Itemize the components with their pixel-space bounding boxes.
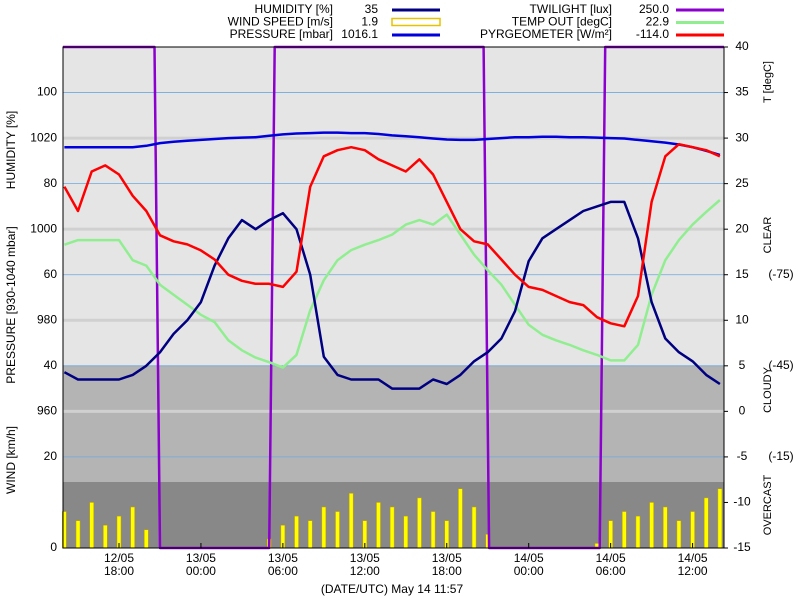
y2-tick-label: 25 bbox=[735, 176, 749, 190]
y2-tick-label: 15 bbox=[735, 267, 749, 281]
wind-bar bbox=[430, 511, 436, 549]
y2-tick-label: 10 bbox=[735, 312, 749, 326]
wind-bar bbox=[307, 520, 313, 549]
wind-bar bbox=[622, 511, 627, 549]
y2-tick-label: -15 bbox=[733, 540, 751, 554]
wind-bar bbox=[635, 515, 641, 549]
wind-bar bbox=[75, 520, 81, 549]
y-tick-label: 40 bbox=[44, 358, 58, 372]
y2-tick-label: -5 bbox=[737, 449, 748, 463]
legend-label: PYRGEOMETER [W/m²] bbox=[480, 27, 612, 41]
y2-tick-label: 40 bbox=[735, 39, 749, 53]
legend-value: 35 bbox=[365, 2, 379, 16]
wind-bar bbox=[703, 497, 709, 549]
y2-axis-title: T [degC] bbox=[762, 61, 774, 103]
legend-value: 1.9 bbox=[361, 15, 378, 29]
pyrgeometer-tick-label: (-75) bbox=[768, 267, 793, 281]
sky-label: CLOUDY bbox=[762, 366, 774, 413]
legend-label: WIND SPEED [m/s] bbox=[228, 15, 333, 29]
legend-label: TWILIGHT [lux] bbox=[530, 2, 612, 16]
wind-bar bbox=[335, 511, 340, 549]
legend-value: 250.0 bbox=[639, 2, 669, 16]
y2-tick-label: 35 bbox=[735, 85, 749, 99]
pressure-tick-label: 1000 bbox=[30, 221, 57, 235]
y-tick-label: 80 bbox=[44, 176, 58, 190]
legend-label: HUMIDITY [%] bbox=[255, 2, 333, 16]
wind-bar bbox=[389, 506, 395, 549]
wind-bar bbox=[690, 511, 695, 549]
x-tick-label: 14/05 06:00 bbox=[595, 551, 626, 578]
legend-label: TEMP OUT [degC] bbox=[512, 15, 612, 29]
wind-bar bbox=[458, 488, 463, 549]
legend-value: 1016.1 bbox=[341, 27, 378, 41]
y2-tick-label: 20 bbox=[735, 221, 749, 235]
y-tick-label: 60 bbox=[44, 267, 58, 281]
wind-bar bbox=[103, 524, 108, 549]
x-tick-label: 13/05 06:00 bbox=[267, 551, 298, 578]
x-axis-title: (DATE/UTC) May 14 11:57 bbox=[321, 582, 464, 596]
y-axis-title: HUMIDITY [%] bbox=[4, 111, 18, 189]
wind-bar bbox=[403, 515, 409, 549]
pressure-axis-title: PRESSURE [930-1040 mbar] bbox=[4, 226, 18, 383]
y2-tick-label: 5 bbox=[739, 358, 746, 372]
legend-swatch bbox=[391, 17, 441, 27]
wind-bar bbox=[294, 515, 299, 549]
series-line bbox=[63, 200, 721, 390]
wind-bar bbox=[663, 506, 668, 549]
pressure-tick-label: 960 bbox=[37, 404, 57, 418]
wind-axis-title: WIND [km/h] bbox=[4, 426, 18, 494]
sky-label: OVERCAST bbox=[762, 474, 774, 535]
wind-bar bbox=[348, 493, 354, 549]
pressure-tick-label: 980 bbox=[37, 312, 57, 326]
legend-value: 22.9 bbox=[646, 15, 670, 29]
series-line bbox=[64, 131, 721, 157]
wind-bar bbox=[676, 520, 682, 549]
y-tick-label: 0 bbox=[50, 540, 57, 554]
wind-bar bbox=[717, 488, 723, 549]
wind-bar bbox=[89, 502, 94, 549]
y2-tick-label: 30 bbox=[735, 130, 749, 144]
x-tick-label: 13/05 18:00 bbox=[431, 551, 462, 578]
series-line bbox=[63, 199, 721, 369]
wind-bar bbox=[144, 529, 149, 549]
series-line bbox=[63, 142, 721, 328]
wind-bar bbox=[376, 502, 381, 549]
plot-frame bbox=[62, 46, 725, 549]
sky-label: CLEAR bbox=[762, 217, 774, 254]
wind-bar bbox=[649, 502, 654, 549]
pyrgeometer-tick-label: (-15) bbox=[768, 449, 793, 463]
clear-band bbox=[63, 47, 724, 366]
pyrgeometer-tick-label: (-45) bbox=[768, 358, 793, 372]
x-tick-label: 13/05 12:00 bbox=[349, 551, 380, 578]
legend-value: -114.0 bbox=[636, 27, 669, 41]
wind-bar bbox=[130, 506, 135, 549]
x-tick-label: 12/05 18:00 bbox=[103, 551, 134, 578]
y-tick-label: 100 bbox=[37, 85, 57, 99]
y2-tick-label: 0 bbox=[739, 404, 746, 418]
wind-bar bbox=[471, 506, 477, 549]
wind-bar bbox=[417, 497, 422, 549]
y2-tick-label: -10 bbox=[733, 495, 751, 509]
x-tick-label: 13/05 00:00 bbox=[185, 551, 216, 578]
cloudy-band bbox=[63, 366, 724, 482]
x-tick-label: 14/05 00:00 bbox=[513, 551, 544, 578]
x-tick-label: 14/05 12:00 bbox=[677, 551, 708, 578]
pressure-tick-label: 1020 bbox=[30, 130, 57, 144]
wind-bar bbox=[321, 506, 327, 549]
legend-label: PRESSURE [mbar] bbox=[230, 27, 333, 41]
y-tick-label: 20 bbox=[44, 449, 58, 463]
